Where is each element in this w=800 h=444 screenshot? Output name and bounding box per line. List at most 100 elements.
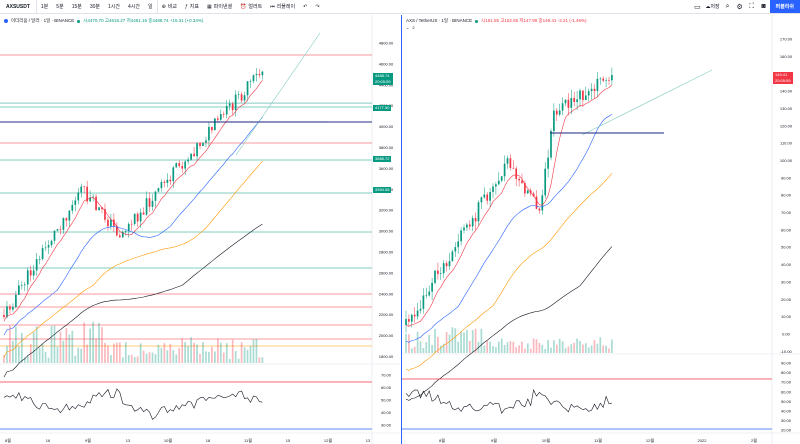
tool-indicator[interactable]: ƒ 지표	[181, 3, 203, 11]
candle-body	[434, 270, 436, 283]
volume-bar	[95, 338, 97, 363]
volume-bar	[582, 344, 584, 353]
fullscreen-icon: ⛶	[749, 2, 755, 10]
volume-bar	[413, 346, 416, 353]
candle-body	[169, 179, 172, 182]
left-chart-pane[interactable]: 이더리움 / 달러 · 1일 · BINANCE 시4470.70 고4616.…	[0, 15, 400, 444]
volume-bar	[237, 358, 240, 363]
candle-body	[202, 142, 204, 147]
volume-bar	[44, 351, 47, 363]
timeframe-1[interactable]: 5분	[56, 4, 64, 10]
price-axis-tick: 20.00	[781, 297, 792, 302]
time-axis-tick: 8월	[5, 437, 11, 443]
timeframe-3[interactable]: 30분	[89, 4, 101, 10]
volume-bar	[124, 342, 127, 363]
volume-bar	[439, 345, 442, 353]
volume-bar	[550, 347, 552, 353]
timeframe-4[interactable]: 1시간	[108, 4, 121, 10]
timeframe-6[interactable]: 일	[148, 4, 153, 10]
right-chart-canvas[interactable]: 170.00160.00150.00140.00130.00120.00110.…	[402, 15, 800, 444]
publish-button[interactable]: 퍼블리쉬	[769, 0, 800, 13]
volume-bar	[576, 338, 578, 353]
tool-replay[interactable]: ⏮ 리플레이	[266, 3, 299, 11]
volume-bar	[47, 357, 50, 363]
price-tag-value: 3394.08	[375, 186, 390, 192]
time-axis-tick: 10월	[542, 437, 550, 443]
candle-body	[439, 273, 442, 274]
rsi-axis-tick: 90.00	[781, 361, 792, 366]
candle-body	[425, 295, 428, 296]
price-axis-tick: 0.00	[782, 331, 791, 336]
candle-body	[113, 219, 115, 226]
price-axis-tick: 3000.00	[379, 229, 394, 234]
right-symbol-title: AXS / TetherUS · 1일 · BINANCE	[406, 18, 473, 23]
candle-body	[80, 186, 83, 193]
tool-compare[interactable]: ⊕ 비교	[158, 3, 181, 11]
fullscreen-button[interactable]: ⛶	[746, 1, 758, 13]
candle-body	[53, 230, 56, 241]
right-chart-pane[interactable]: AXS / TetherUS · 1일 · BINANCE 시151.55 고1…	[401, 15, 800, 444]
tool-financial[interactable]: ▦ 파이낸셜	[203, 3, 236, 11]
layout-button[interactable]: ▭	[691, 1, 703, 13]
timeframe-list: 1분 5분 15분 30분 1시간 4시간 일	[37, 0, 157, 13]
volume-bar	[68, 334, 71, 363]
volume-bar	[15, 326, 17, 363]
volume-bar	[113, 343, 115, 363]
volume-bar	[136, 356, 139, 363]
quick-search-button[interactable]: ⌕	[722, 1, 734, 13]
settings-button[interactable]: ⚙	[734, 1, 746, 13]
time-axis-tick: 12월	[324, 437, 332, 443]
volume-bar	[116, 342, 118, 363]
candle-body	[151, 200, 154, 207]
redo-button[interactable]: ↷	[311, 4, 323, 10]
market-open-icon	[77, 19, 81, 23]
candle-body	[258, 73, 261, 76]
candle-body	[442, 263, 445, 274]
candle-body	[579, 90, 581, 100]
gear-icon: ⚙	[736, 3, 743, 11]
symbol-search-button[interactable]: AXSUSDT	[0, 0, 37, 13]
time-axis-tick: 10월	[164, 437, 172, 443]
volume-bar	[596, 343, 599, 353]
volume-bar	[258, 357, 261, 363]
volume-bar	[202, 341, 204, 363]
volume-bar	[608, 348, 610, 353]
tool-label: 파이낸셜	[213, 4, 233, 10]
price-axis-tick: 170.00	[780, 37, 793, 42]
time-axis-tick: 13	[126, 438, 131, 443]
candle-body	[416, 310, 419, 317]
volume-bar	[211, 346, 213, 363]
left-chart-canvas[interactable]: 4800.004600.004400.004200.004000.003800.…	[0, 15, 400, 444]
candle-body	[166, 179, 169, 183]
tool-alert[interactable]: ⏰ 얼러트	[236, 3, 266, 11]
timeframe-0[interactable]: 1분	[40, 4, 49, 10]
volume-bar	[169, 343, 172, 363]
timeframe-2[interactable]: 15분	[71, 4, 82, 10]
undo-button[interactable]: ↶	[299, 4, 311, 10]
rsi-axis-tick: 40.00	[781, 409, 792, 414]
candle-body	[410, 314, 413, 322]
save-label: 저장	[710, 4, 720, 10]
trend-line	[581, 69, 713, 136]
candle-body	[524, 183, 526, 194]
time-axis-tick: 16	[46, 438, 51, 443]
volume-bar	[184, 342, 187, 363]
candle-body	[506, 158, 509, 164]
price-axis-tick: 110.00	[780, 141, 793, 146]
time-axis-tick: 8월	[439, 437, 445, 443]
candle-body	[133, 213, 136, 225]
candle-body	[428, 291, 431, 296]
price-tag-countdown: 20:05:59	[375, 78, 391, 84]
candle-body	[130, 223, 133, 225]
rsi-axis-tick: 60.00	[381, 385, 392, 390]
volume-bar	[178, 348, 181, 363]
candle-body	[544, 168, 547, 196]
timeframe-5[interactable]: 4시간	[128, 4, 140, 10]
snapshot-button[interactable]: ◙	[758, 1, 770, 13]
rsi-axis-tick: 60.00	[781, 389, 792, 394]
right-study-toggle[interactable]: ⌄ 2	[406, 25, 415, 30]
volume-bar	[405, 333, 407, 353]
save-menu-button[interactable]: ☁ 저장	[703, 1, 721, 13]
volume-bar	[506, 342, 509, 353]
time-axis-tick: 15	[286, 438, 291, 443]
